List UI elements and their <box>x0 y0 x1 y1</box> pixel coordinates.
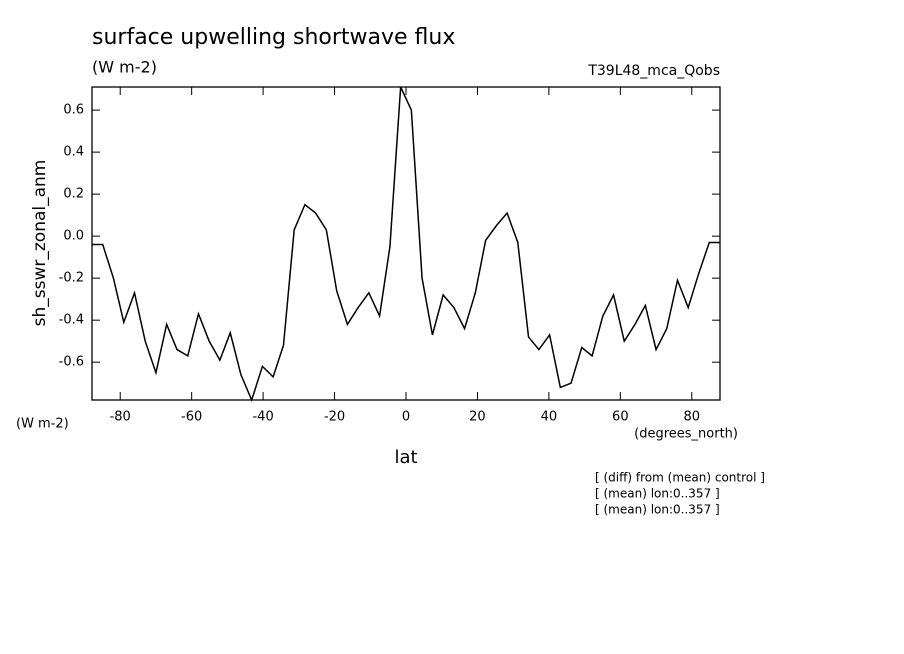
y-tick-label: -0.6 <box>59 355 84 370</box>
y-units: (W m-2) <box>16 417 69 432</box>
y-tick-label: 0.0 <box>63 229 84 244</box>
x-tick-label: -20 <box>324 410 345 425</box>
chart-title: surface upwelling shortwave flux <box>92 25 455 50</box>
y-tick-label: -0.2 <box>59 271 84 286</box>
x-tick-label: 40 <box>541 410 558 425</box>
x-tick-label: 80 <box>684 410 701 425</box>
note: [ (mean) lon:0..357 ] <box>595 503 720 517</box>
data-line <box>92 86 720 403</box>
dataset-label: T39L48_mca_Qobs <box>587 63 720 79</box>
x-units: (degrees_north) <box>634 427 738 442</box>
y-tick-label: 0.6 <box>63 103 84 118</box>
y-tick-label: 0.4 <box>63 145 84 160</box>
chart-subtitle: (W m-2) <box>92 58 157 77</box>
x-axis-label: lat <box>394 447 417 468</box>
x-tick-label: 0 <box>402 410 410 425</box>
note: [ (diff) from (mean) control ] <box>595 471 765 485</box>
y-axis-label: sh_sswr_zonal_anm <box>30 160 50 327</box>
plot-frame <box>91 86 721 401</box>
note: [ (mean) lon:0..357 ] <box>595 487 720 501</box>
x-tick-label: 20 <box>469 410 486 425</box>
x-tick-label: -80 <box>110 410 131 425</box>
x-tick-label: -40 <box>252 410 273 425</box>
x-tick-label: -60 <box>181 410 202 425</box>
y-tick-label: 0.2 <box>63 187 84 202</box>
x-tick-label: 60 <box>612 410 629 425</box>
y-tick-label: -0.4 <box>59 313 84 328</box>
